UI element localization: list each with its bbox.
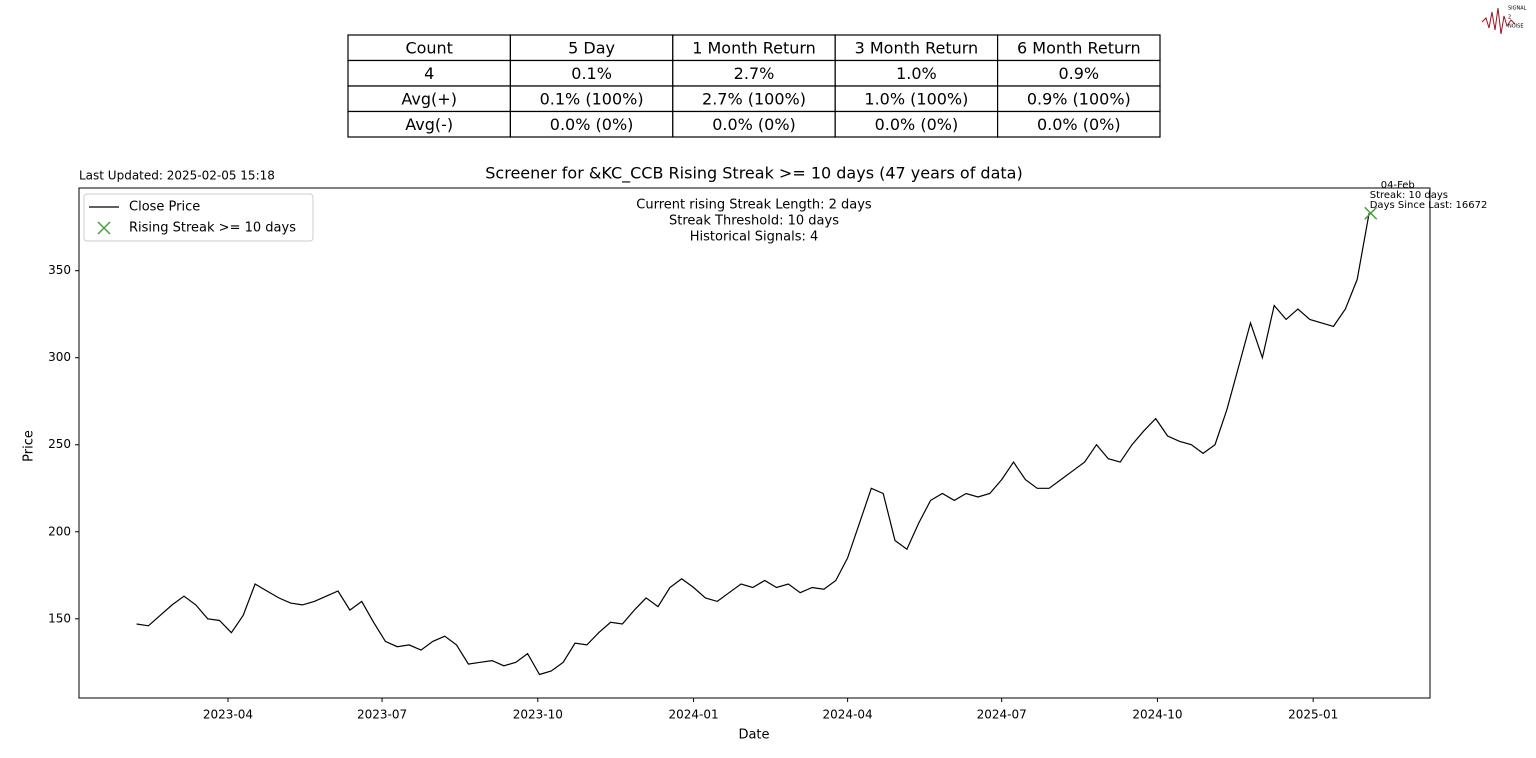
x-tick-label: 2025-01: [1288, 708, 1338, 722]
table-cell: [996, 110, 1161, 138]
x-tick-label: 2023-07: [357, 708, 407, 722]
table-cell: [996, 59, 1161, 87]
y-axis-label: Price: [22, 430, 37, 462]
last-updated: Last Updated: 2025-02-05 15:18: [79, 169, 275, 183]
y-tick-label: 300: [48, 350, 71, 364]
table-text: 2.7%: [734, 64, 775, 83]
y-tick-label: 150: [48, 611, 71, 625]
price-line: [136, 213, 1370, 676]
plot-frame: [78, 187, 1431, 699]
signal-marker: [1364, 206, 1378, 220]
table-text: 6 Month Return: [1017, 38, 1141, 57]
legend-box: [83, 193, 314, 242]
x-tick-label: 2024-07: [977, 708, 1027, 722]
annotation: 04-Feb: [1381, 180, 1415, 191]
x-axis-label: Date: [738, 728, 769, 743]
y-tick-label: 250: [48, 437, 71, 451]
legend-label: Rising Streak >= 10 days: [129, 221, 296, 236]
legend-marker: [97, 221, 111, 235]
table-text: 0.0% (0%): [1037, 115, 1121, 134]
logo: SIGNAL 2 NOISE: [1481, 6, 1527, 35]
table-text: 4: [424, 64, 434, 83]
table-text: 3 Month Return: [855, 38, 979, 57]
table-text: 0.9%: [1058, 64, 1099, 83]
x-tick-label: 2023-10: [513, 708, 563, 722]
table-cell: [509, 110, 674, 138]
y-tick-label: 200: [48, 524, 71, 538]
table-text: 0.9% (100%): [1027, 89, 1131, 108]
x-tick-label: 2024-01: [668, 708, 718, 722]
logo-text: SIGNAL: [1508, 6, 1527, 12]
table-cell: [672, 59, 836, 87]
table-cell: [509, 34, 674, 62]
table-text: Avg(+): [401, 89, 457, 108]
logo-text: NOISE: [1508, 24, 1523, 30]
table-text: 0.1%: [571, 64, 612, 83]
table-text: Avg(-): [405, 115, 453, 134]
table-cell: [672, 110, 836, 138]
table-text: 0.0% (0%): [550, 115, 634, 134]
x-tick-label: 2023-04: [203, 708, 253, 722]
legend-label: Close Price: [129, 200, 200, 215]
table-text: 5 Day: [568, 38, 615, 57]
table-text: 0.1% (100%): [540, 89, 644, 108]
table-cell: [347, 59, 511, 87]
table-text: Count: [405, 38, 453, 57]
stats-table: Count 5 Day 1 Month Return 3 Month Return 6 …: [347, 34, 1161, 138]
info-text: Streak Threshold: 10 days: [669, 214, 839, 229]
legend: Close Price Rising Streak >= 10 days: [83, 193, 314, 242]
x-tick-label: 2024-04: [823, 708, 873, 722]
table-text: 0.0% (0%): [712, 115, 796, 134]
annotation: Streak: 10 days: [1370, 190, 1448, 201]
table-text: 2.7% (100%): [702, 89, 806, 108]
logo-text: 2: [1508, 15, 1511, 21]
table-text: 1.0%: [896, 64, 937, 83]
y-tick-label: 350: [48, 263, 71, 277]
table-cell: [834, 110, 999, 138]
table-text: 1.0% (100%): [864, 89, 968, 108]
plot: 2023-04 2023-07 2023-10 2024-01 2024-04 2024-…: [48, 180, 1487, 721]
annotation: Days Since Last: 16672: [1370, 200, 1488, 211]
table-text: 0.0% (0%): [875, 115, 959, 134]
table-cell: [509, 85, 674, 113]
table-text: 1 Month Return: [692, 38, 816, 57]
table-cell: [834, 85, 999, 113]
logo-wave: [1481, 7, 1516, 35]
table-cell: [347, 110, 511, 138]
info-text: Historical Signals: 4: [690, 230, 819, 245]
chart-title: Screener for &KC_CCB Rising Streak >= 10…: [485, 164, 1022, 184]
table-cell: [347, 34, 511, 62]
x-tick-label: 2024-10: [1132, 708, 1182, 722]
info-text: Current rising Streak Length: 2 days: [636, 198, 872, 213]
